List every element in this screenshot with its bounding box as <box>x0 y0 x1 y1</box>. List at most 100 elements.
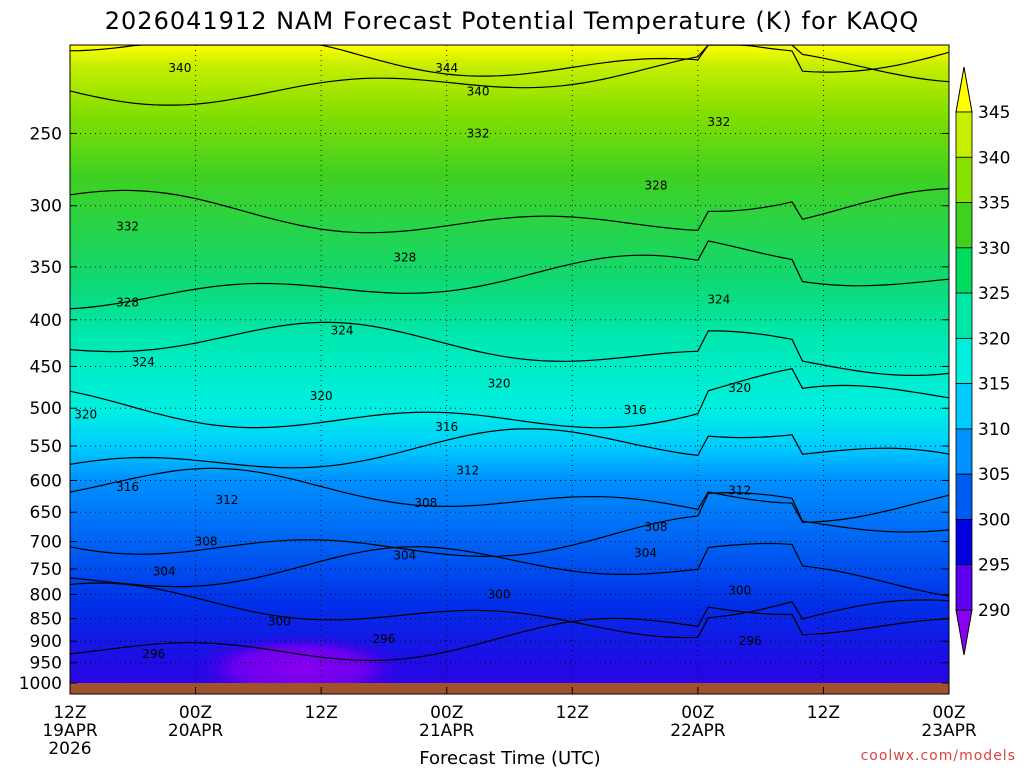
y-tick-label: 650 <box>30 503 62 523</box>
colorbar-segment <box>955 428 973 475</box>
contour-label: 328 <box>393 251 416 265</box>
contour-line <box>70 542 949 597</box>
colorbar-segment <box>955 247 973 294</box>
colorbar-segment <box>955 473 973 520</box>
contour-label: 312 <box>728 483 751 497</box>
y-tick-label: 850 <box>30 610 62 630</box>
contour-line <box>70 467 949 523</box>
x-tick-label: 00Z <box>430 703 463 723</box>
contour-label: 304 <box>634 546 657 560</box>
colorbar-tick-label: 335 <box>978 194 1010 214</box>
contour-line <box>70 321 949 376</box>
x-tick-label: 12Z <box>807 703 840 723</box>
x-tick-label: 23APR <box>921 721 977 741</box>
contour-label: 304 <box>153 565 176 579</box>
y-tick-label: 1000 <box>19 674 62 694</box>
contour-label: 296 <box>739 634 762 648</box>
contour-label: 308 <box>645 520 668 534</box>
contour-label: 332 <box>467 126 490 140</box>
contour-label: 300 <box>728 584 751 598</box>
y-tick-label: 950 <box>30 654 62 674</box>
contour-label: 344 <box>435 61 458 75</box>
contour-label: 300 <box>268 614 291 628</box>
contour-line <box>70 45 949 106</box>
contour-label: 320 <box>728 381 751 395</box>
colorbar-tick-label: 295 <box>978 556 1010 576</box>
contour-label: 324 <box>331 324 354 338</box>
contour-label: 304 <box>393 549 416 563</box>
x-tick-label: 12Z <box>305 703 338 723</box>
contour-line <box>70 45 949 77</box>
y-tick-label: 700 <box>30 533 62 553</box>
contour-label: 328 <box>645 178 668 192</box>
x-tick-label: 00Z <box>932 703 965 723</box>
x-tick-label: 12Z <box>556 703 589 723</box>
colorbar-top-arrow <box>955 66 973 113</box>
x-tick-label: 12Z <box>53 703 86 723</box>
contour-label: 320 <box>74 408 97 422</box>
colorbar-segment <box>955 519 973 566</box>
chart-title: 2026041912 NAM Forecast Potential Temper… <box>105 7 919 35</box>
y-tick-label: 350 <box>30 258 62 278</box>
colorbar-segment <box>955 337 973 385</box>
colorbar: 345 340 335 330 325 320 315 310 305 300 295 290 <box>955 66 1010 656</box>
plot-area: 340 344 340 332 332 328 332 328 328 324 324 324 320 3… <box>70 45 949 694</box>
y-tick-label: 800 <box>30 586 62 606</box>
contour-label: 316 <box>116 480 139 494</box>
colorbar-tick-label: 305 <box>978 465 1010 485</box>
contour-label: 328 <box>116 296 139 310</box>
contour-label: 316 <box>435 420 458 434</box>
contour-labels: 340 344 340 332 332 328 332 328 328 324 324 324 320 3… <box>74 61 761 661</box>
contour-label: 320 <box>310 389 333 403</box>
contour-line <box>70 428 949 469</box>
colorbar-tick-label: 310 <box>978 420 1010 440</box>
contour-label: 324 <box>132 355 155 369</box>
colorbar-bottom-arrow <box>955 609 973 656</box>
colorbar-segment <box>955 383 973 430</box>
colorbar-tick-label: 315 <box>978 375 1010 395</box>
contour-label: 332 <box>707 115 730 129</box>
colorbar-segment <box>955 564 973 611</box>
colorbar-tick-label: 345 <box>978 103 1010 123</box>
contour-label: 340 <box>467 85 490 99</box>
x-tick-label: 19APR <box>42 721 98 741</box>
x-tick-label: 00Z <box>681 703 714 723</box>
colorbar-tick-label: 330 <box>978 239 1010 259</box>
x-tick-label: 2026 <box>48 739 91 759</box>
contour-label: 296 <box>372 632 395 646</box>
colorbar-tick-label: 325 <box>978 284 1010 304</box>
contour-label: 296 <box>142 647 165 661</box>
ground-bar <box>70 683 949 694</box>
contour-label: 312 <box>456 463 479 477</box>
colorbar-tick-label: 290 <box>978 601 1010 621</box>
contour-line <box>70 240 949 310</box>
contour-label: 308 <box>414 496 437 510</box>
cold-pool-shading <box>190 634 410 694</box>
temperature-field <box>70 45 949 694</box>
y-tick-label: 900 <box>30 632 62 652</box>
contour-label: 316 <box>624 403 647 417</box>
contour-line <box>70 606 949 662</box>
contour-label: 324 <box>707 292 730 306</box>
colorbar-segment <box>955 156 973 203</box>
colorbar-segment <box>955 292 973 339</box>
colorbar-tick-label: 300 <box>978 510 1010 530</box>
plot-frame <box>69 44 950 695</box>
x-tick-label: 22APR <box>670 721 726 741</box>
colorbar-segment <box>955 111 973 158</box>
y-tick-label: 550 <box>30 437 62 457</box>
colorbar-segment <box>955 202 973 249</box>
contour-label: 340 <box>168 61 191 75</box>
x-axis-label: Forecast Time (UTC) <box>419 748 600 768</box>
contour-label: 320 <box>488 377 511 391</box>
contour-line <box>70 582 949 639</box>
y-tick-label: 500 <box>30 399 62 419</box>
contour-line <box>70 188 949 234</box>
y-tick-label: 450 <box>30 357 62 377</box>
contour-line <box>70 368 949 429</box>
x-tick-label: 00Z <box>179 703 212 723</box>
y-tick-label: 250 <box>30 124 62 144</box>
y-tick-label: 400 <box>30 311 62 331</box>
